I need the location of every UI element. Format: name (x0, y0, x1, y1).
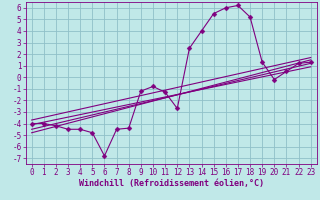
X-axis label: Windchill (Refroidissement éolien,°C): Windchill (Refroidissement éolien,°C) (79, 179, 264, 188)
